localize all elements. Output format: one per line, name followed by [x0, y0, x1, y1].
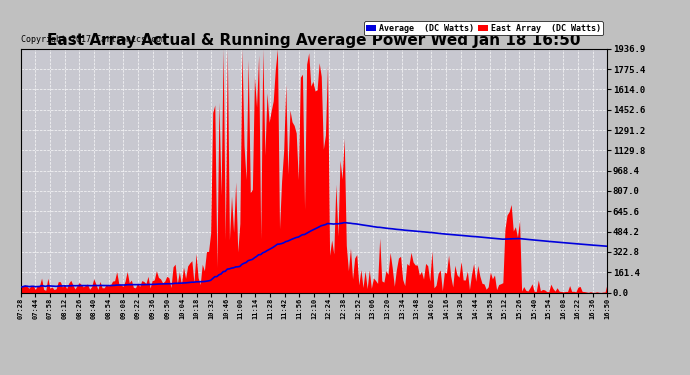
Legend: Average  (DC Watts), East Array  (DC Watts): Average (DC Watts), East Array (DC Watts… — [364, 21, 603, 35]
Text: Copyright 2017 Cartronics.com: Copyright 2017 Cartronics.com — [21, 35, 166, 44]
Title: East Array Actual & Running Average Power Wed Jan 18 16:50: East Array Actual & Running Average Powe… — [47, 33, 581, 48]
